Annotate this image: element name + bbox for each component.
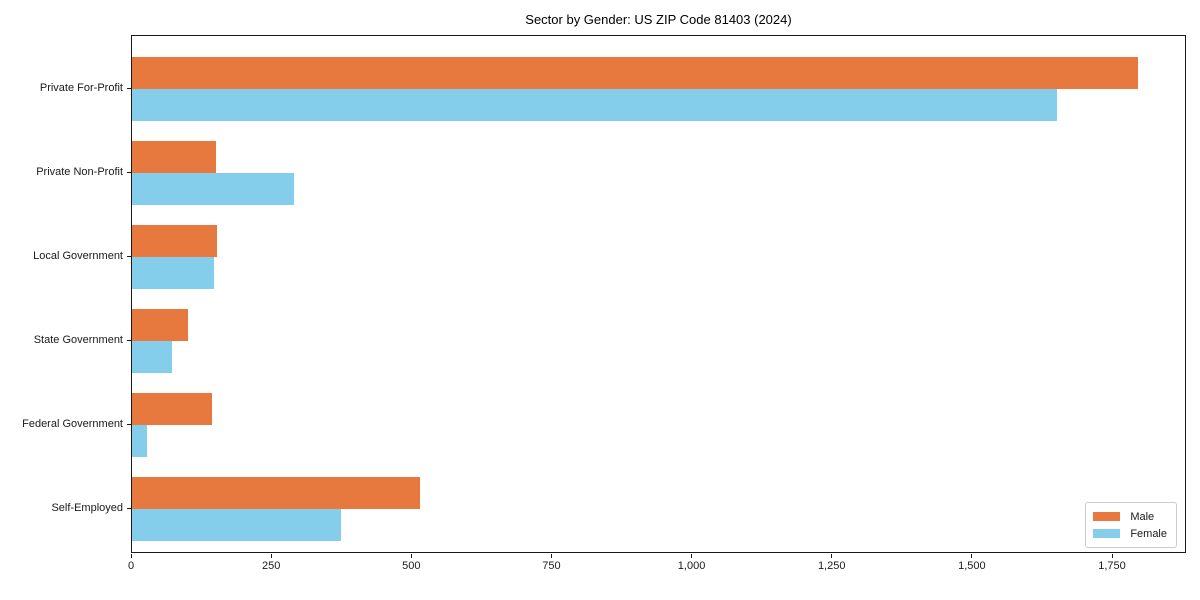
legend-item-female: Female (1093, 525, 1167, 542)
y-tick-label-local-government: Local Government (33, 250, 123, 262)
x-tick-mark (971, 554, 973, 558)
bar-female-federal-government (132, 425, 147, 457)
x-tick-mark (831, 554, 833, 558)
x-tick-label-1500: 1,500 (958, 560, 986, 572)
bar-female-self-employed (132, 509, 341, 541)
x-tick-mark (410, 554, 412, 558)
x-tick-mark (550, 554, 552, 558)
bar-male-federal-government (132, 393, 213, 425)
bar-male-self-employed (132, 477, 420, 509)
bar-male-private-non-profit (132, 141, 217, 173)
y-tick-mark (127, 88, 131, 89)
chart-title: Sector by Gender: US ZIP Code 81403 (202… (525, 12, 792, 27)
bar-female-private-for-profit (132, 89, 1057, 121)
x-tick-mark (130, 554, 132, 558)
x-tick-mark (691, 554, 693, 558)
bar-female-state-government (132, 341, 172, 373)
legend-swatch-female (1093, 529, 1121, 538)
x-tick-label-250: 250 (261, 560, 281, 572)
y-tick-label-federal-government: Federal Government (22, 418, 123, 430)
x-tick-label-500: 500 (402, 560, 421, 572)
y-tick-label-state-government: State Government (33, 334, 123, 346)
legend-label-female: Female (1130, 527, 1167, 540)
bar-male-state-government (132, 309, 189, 341)
x-tick-label-1750: 1,750 (1098, 560, 1126, 572)
legend-item-male: Male (1093, 508, 1167, 525)
legend-label-male: Male (1130, 510, 1155, 523)
legend: Male Female (1085, 502, 1177, 548)
y-tick-label-private-non-profit: Private Non-Profit (36, 166, 123, 178)
bar-male-local-government (132, 225, 218, 257)
legend-swatch-male (1093, 512, 1121, 521)
x-tick-label-0: 0 (127, 560, 135, 572)
y-tick-mark (127, 508, 131, 509)
bar-female-local-government (132, 257, 215, 289)
y-tick-mark (127, 424, 131, 425)
x-tick-label-750: 750 (542, 560, 561, 572)
x-tick-label-1000: 1,000 (677, 560, 706, 572)
y-tick-mark (127, 172, 131, 173)
x-tick-label-1250: 1,250 (817, 560, 846, 572)
bar-male-private-for-profit (132, 57, 1139, 89)
plot-area: Male Female (131, 35, 1186, 553)
y-tick-label-self-employed: Self-Employed (51, 502, 123, 514)
x-tick-mark (1111, 554, 1113, 558)
x-tick-mark (270, 554, 272, 558)
y-tick-label-private-for-profit: Private For-Profit (39, 82, 123, 94)
y-tick-mark (127, 256, 131, 257)
y-tick-mark (127, 340, 131, 341)
bar-female-private-non-profit (132, 173, 294, 205)
